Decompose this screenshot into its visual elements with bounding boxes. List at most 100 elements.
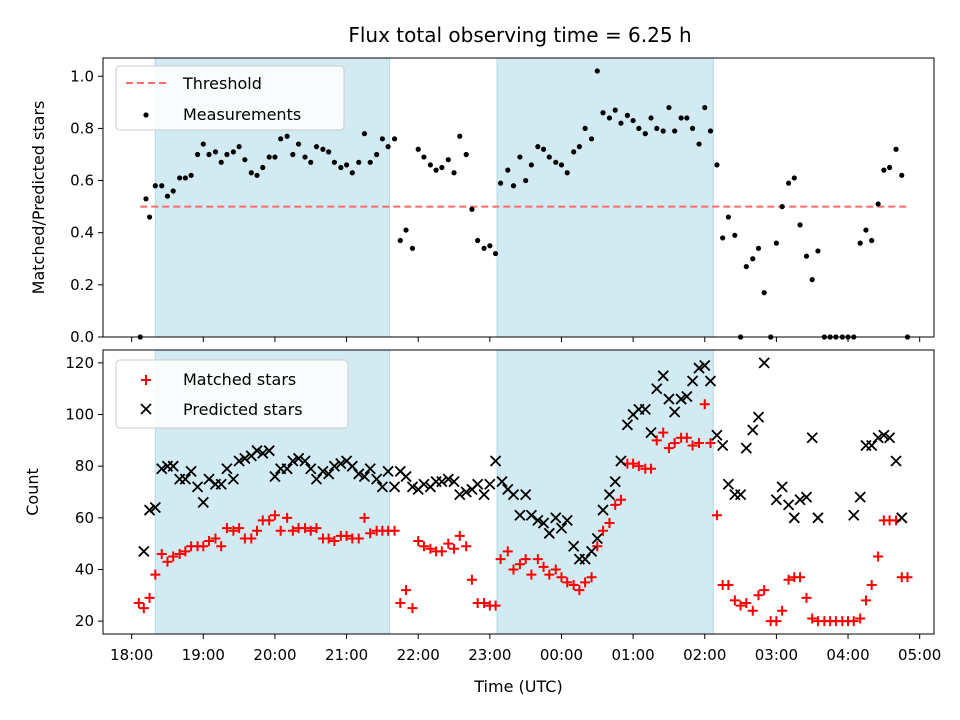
measurement-point xyxy=(678,115,684,121)
predicted-star-point xyxy=(388,481,401,493)
predicted-star-point xyxy=(335,457,347,470)
matched-star-point xyxy=(711,510,722,521)
matched-star-point xyxy=(395,598,406,609)
measurement-point xyxy=(857,240,863,246)
matched-star-point xyxy=(598,525,609,536)
measurement-point xyxy=(188,172,194,178)
matched-star-point xyxy=(729,595,740,606)
matched-star-point xyxy=(771,616,782,627)
matched-star-point xyxy=(669,437,680,448)
predicted-star-point xyxy=(854,491,866,503)
matched-star-point xyxy=(658,427,669,438)
measurement-point xyxy=(492,250,499,257)
matched-star-point xyxy=(699,399,710,410)
predicted-star-point xyxy=(603,488,616,501)
bottom-y-tick-label: 40 xyxy=(75,560,94,578)
top-y-tick-label: 0.0 xyxy=(70,328,94,346)
measurement-point xyxy=(803,253,810,259)
measurement-point xyxy=(445,157,451,163)
measurement-point xyxy=(523,177,529,184)
predicted-star-point xyxy=(699,359,711,372)
measurement-point xyxy=(612,107,618,113)
matched-star-point xyxy=(526,569,537,580)
predicted-star-point xyxy=(883,432,896,444)
predicted-star-point xyxy=(663,393,675,405)
matched-star-point xyxy=(204,536,215,547)
matched-star-point xyxy=(144,592,155,603)
measurement-point xyxy=(666,104,672,111)
predicted-star-point xyxy=(179,473,192,485)
predicted-star-point xyxy=(878,429,890,441)
measurement-point xyxy=(170,188,176,194)
matched-star-point xyxy=(490,600,501,611)
measurement-point xyxy=(206,151,212,158)
matched-star-point xyxy=(264,515,275,526)
measurement-point xyxy=(558,162,565,168)
matched-star-point xyxy=(495,554,506,565)
predicted-star-point xyxy=(442,473,454,485)
top-y-axis-label: Matched/Predicted stars xyxy=(29,101,48,295)
measurement-point xyxy=(439,164,445,171)
measurement-point xyxy=(487,243,493,249)
matched-star-point xyxy=(425,543,436,554)
predicted-star-point xyxy=(149,501,161,514)
matched-star-point xyxy=(735,600,746,611)
predicted-star-point xyxy=(310,473,323,485)
matched-star-point xyxy=(633,461,644,472)
matched-star-point xyxy=(305,525,316,536)
measurement-point xyxy=(230,149,236,155)
predicted-star-point xyxy=(328,460,341,472)
predicted-star-point xyxy=(496,476,508,488)
x-tick-label: 19:00 xyxy=(182,646,225,664)
measurement-point xyxy=(672,128,678,134)
measurement-point xyxy=(725,214,731,220)
matched-star-point xyxy=(705,437,716,448)
measurement-point xyxy=(177,175,183,181)
predicted-star-point xyxy=(418,478,430,490)
matched-star-point xyxy=(860,595,871,606)
predicted-star-point xyxy=(484,478,496,490)
matched-star-point xyxy=(311,523,322,534)
matched-star-point xyxy=(252,525,263,536)
x-tick-label: 04:00 xyxy=(826,646,869,664)
predicted-star-point xyxy=(215,478,227,490)
legend-matched-swatch xyxy=(141,375,151,385)
measurement-point xyxy=(302,154,308,160)
measurement-point xyxy=(374,151,380,158)
measurement-point xyxy=(702,104,708,111)
top-axis-ticks: 0.0 0.2 0.4 0.6 0.8 1.0 xyxy=(70,67,921,346)
predicted-star-point xyxy=(704,375,717,387)
predicted-star-point xyxy=(376,481,389,493)
measurement-point xyxy=(242,157,248,163)
legend-predicted-label: Predicted stars xyxy=(183,400,303,419)
predicted-star-point xyxy=(550,512,562,524)
matched-star-point xyxy=(694,437,705,448)
bottom-y-axis-label: Count xyxy=(23,468,42,516)
matched-star-point xyxy=(651,435,662,446)
measurement-point xyxy=(248,170,254,176)
predicted-star-point xyxy=(371,473,383,485)
measurement-point xyxy=(475,237,481,244)
measurement-point xyxy=(451,170,457,176)
matched-star-point xyxy=(162,556,173,567)
matched-star-point xyxy=(323,533,334,544)
predicted-star-point xyxy=(197,496,209,508)
predicted-star-point xyxy=(537,517,550,529)
measurement-point xyxy=(582,125,588,132)
measurement-point xyxy=(159,183,165,189)
measurement-point xyxy=(367,159,373,165)
matched-star-point xyxy=(848,616,859,627)
predicted-star-point xyxy=(681,390,693,403)
predicted-star-point xyxy=(752,411,765,423)
matched-star-point xyxy=(747,605,758,616)
x-tick-label: 18:00 xyxy=(110,646,153,664)
predicted-star-point xyxy=(299,455,311,467)
matched-star-point xyxy=(628,458,639,469)
matched-star-point xyxy=(174,548,185,559)
matched-star-point xyxy=(532,554,543,565)
matched-star-point xyxy=(449,543,460,554)
measurement-point xyxy=(164,193,171,199)
measurement-point xyxy=(212,149,219,155)
measurement-point xyxy=(720,235,726,241)
measurement-point xyxy=(755,245,762,251)
